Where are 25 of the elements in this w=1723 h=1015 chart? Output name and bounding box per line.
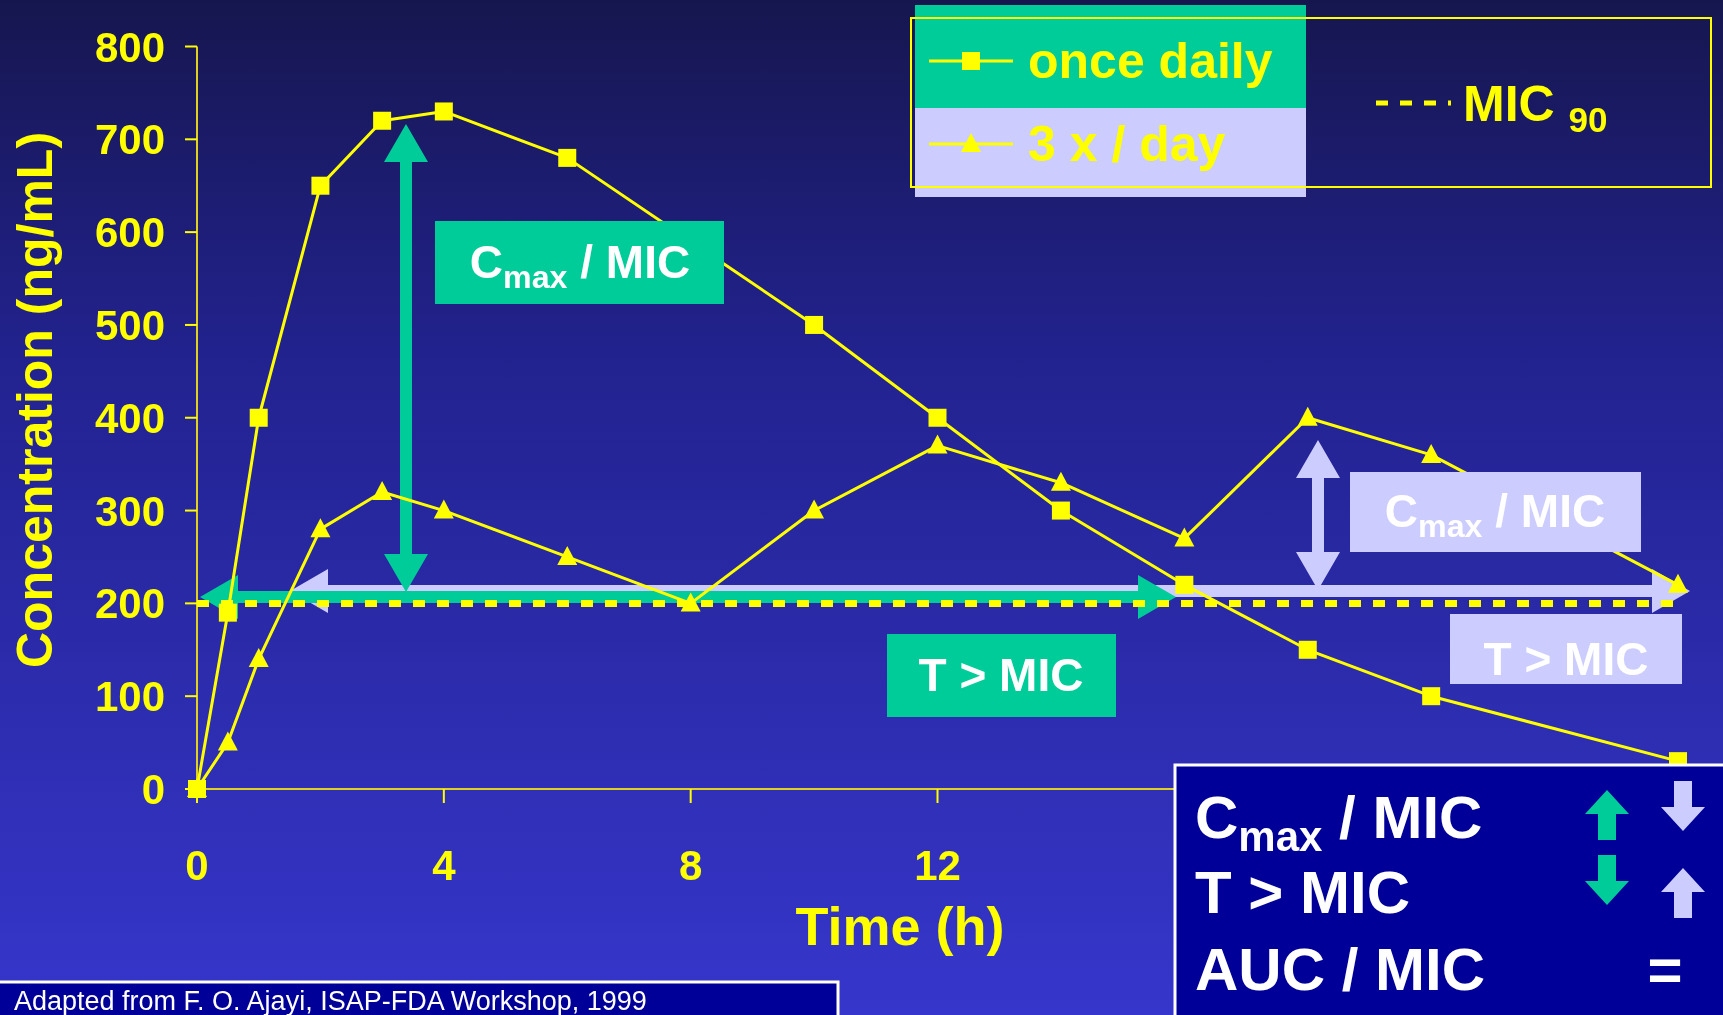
y-tick-label: 400 (94, 394, 165, 442)
legend-label: once daily (1028, 33, 1273, 89)
y-tick-label: 100 (94, 673, 165, 721)
annotation: C$_{max}$ / MIC (469, 236, 691, 295)
x-tick-label: 0 (185, 842, 209, 889)
x-tick-label: 4 (432, 842, 457, 889)
x-axis-title: Time (h) (795, 896, 1005, 956)
y-tick-label: 300 (94, 487, 165, 535)
text: AUC / MIC (1195, 936, 1485, 1003)
legend-label: 3 x / day (1028, 116, 1226, 172)
text: Adapted from F. O. Ajayi, ISAP-FDA Workshop, 1999 (14, 986, 647, 1015)
annotation: C$_{max}$ / MIC (1195, 784, 1483, 860)
y-tick-label: 500 (94, 302, 165, 350)
text: = (1647, 936, 1683, 1003)
y-tick-label: 600 (94, 209, 165, 257)
y-tick-label: 0 (141, 766, 165, 814)
y-axis-title: Concentration (ng/mL) (7, 131, 63, 669)
y-tick-label: 700 (94, 116, 165, 164)
x-tick-label: 12 (914, 842, 961, 889)
y-tick-label: 800 (94, 23, 165, 71)
x-tick-label: 8 (678, 842, 703, 889)
legend-label: MIC $_{90}$ (1463, 76, 1608, 139)
y-tick-label: 200 (94, 580, 165, 628)
text: T > MIC (1195, 859, 1411, 926)
annotation: T > MIC (918, 649, 1084, 701)
